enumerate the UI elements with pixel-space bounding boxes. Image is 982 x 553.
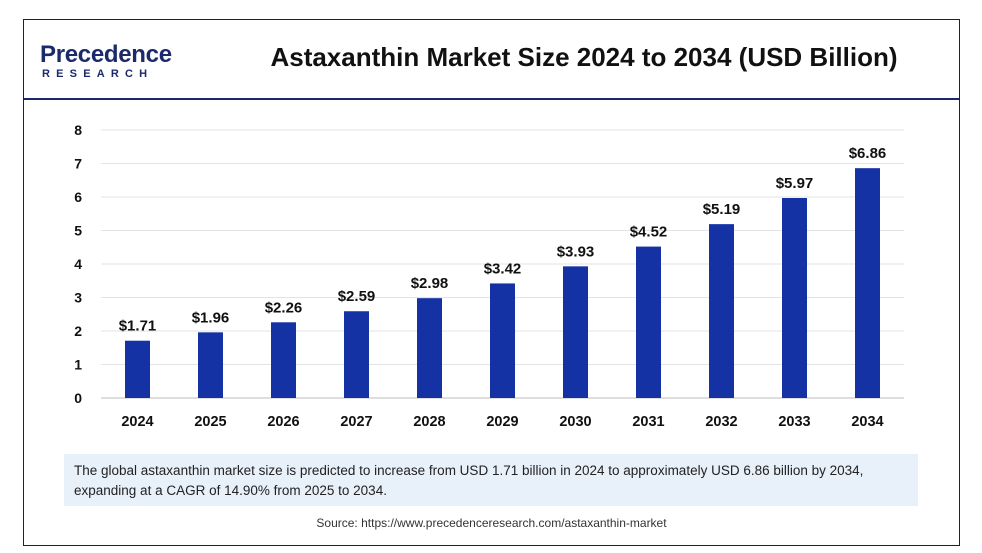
data-label-2024: $1.71 <box>119 318 157 335</box>
y-tick-label: 4 <box>74 256 82 272</box>
x-tick-label-2027: 2027 <box>340 414 372 430</box>
data-label-2034: $6.86 <box>849 145 887 162</box>
x-tick-label-2030: 2030 <box>559 414 591 430</box>
y-tick-label: 0 <box>74 390 82 406</box>
x-tick-label-2028: 2028 <box>413 414 445 430</box>
y-tick-label: 7 <box>74 156 82 172</box>
y-tick-label: 5 <box>74 223 82 239</box>
x-tick-label-2033: 2033 <box>778 414 810 430</box>
bar-2031 <box>636 246 661 398</box>
bar-2028 <box>417 298 442 398</box>
bar-2029 <box>490 283 515 398</box>
data-label-2030: $3.93 <box>557 243 595 260</box>
precedence-research-logo: Precedence RESEARCH <box>40 41 180 85</box>
bar-2027 <box>344 311 369 398</box>
logo-sub-text: RESEARCH <box>42 68 154 80</box>
x-tick-label-2032: 2032 <box>705 414 737 430</box>
data-label-2029: $3.42 <box>484 260 522 277</box>
y-tick-label: 1 <box>74 357 82 373</box>
chart-title: Astaxanthin Market Size 2024 to 2034 (US… <box>270 42 898 72</box>
chart-frame: Precedence RESEARCH Astaxanthin Market S… <box>23 19 960 546</box>
data-label-2027: $2.59 <box>338 288 376 305</box>
bar-2025 <box>198 332 223 398</box>
bar-2032 <box>709 224 734 398</box>
summary-caption: The global astaxanthin market size is pr… <box>64 454 918 506</box>
bar-2026 <box>271 322 296 398</box>
data-label-2026: $2.26 <box>265 299 303 316</box>
y-tick-label: 3 <box>74 290 82 306</box>
bar-2033 <box>782 198 807 398</box>
logo-main-text: Precedence <box>40 41 172 68</box>
data-label-2033: $5.97 <box>776 175 814 192</box>
x-tick-label-2025: 2025 <box>194 414 226 430</box>
bar-2034 <box>855 168 880 398</box>
y-tick-label: 2 <box>74 323 82 339</box>
bar-2030 <box>563 266 588 398</box>
x-tick-label-2029: 2029 <box>486 414 518 430</box>
x-tick-label-2024: 2024 <box>121 414 153 430</box>
y-tick-label: 8 <box>74 122 82 138</box>
data-label-2031: $4.52 <box>630 224 668 241</box>
data-label-2028: $2.98 <box>411 275 449 292</box>
header: Precedence RESEARCH Astaxanthin Market S… <box>24 20 959 100</box>
bar-chart: 0 1 2 3 4 5 6 7 8 $1.71 2024 $1.96 2025 $2.26 2026 $2.5… <box>74 122 904 430</box>
x-tick-label-2031: 2031 <box>632 414 664 430</box>
x-tick-label-2026: 2026 <box>267 414 299 430</box>
source-note: Source: https://www.precedenceresearch.c… <box>316 516 667 530</box>
y-tick-label: 6 <box>74 189 82 205</box>
data-label-2032: $5.19 <box>703 201 741 218</box>
bar-2024 <box>125 340 150 398</box>
x-tick-label-2034: 2034 <box>851 414 883 430</box>
data-label-2025: $1.96 <box>192 309 230 326</box>
